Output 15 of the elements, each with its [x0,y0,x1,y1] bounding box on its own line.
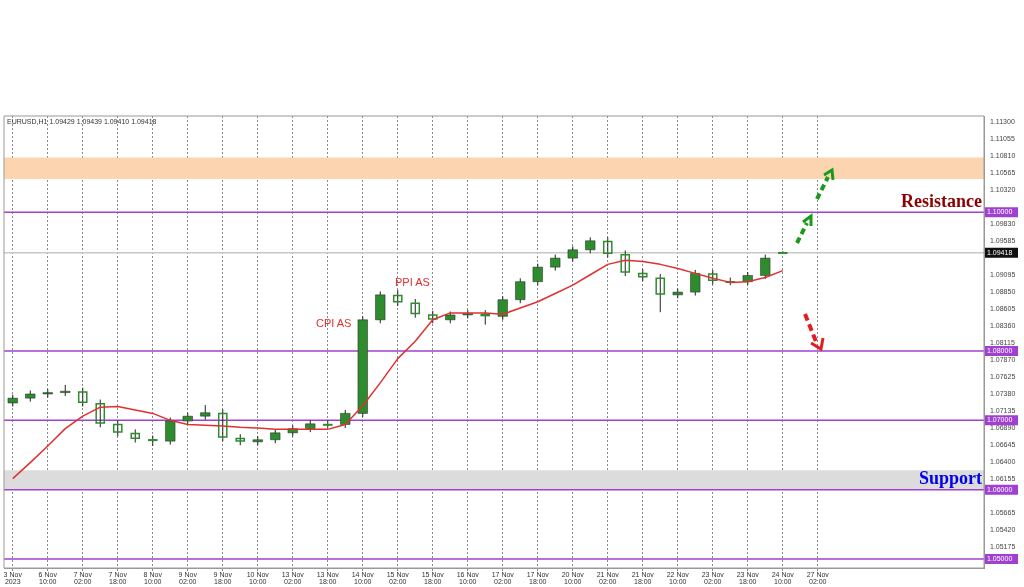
ref-line-label: Resistance [901,191,983,212]
candlestick [602,236,613,258]
candlestick [410,298,421,319]
candlestick [95,399,106,428]
candlestick [77,387,88,407]
candlestick [217,408,228,442]
annotation: PPI AS [395,276,430,288]
ref-line-label: Support [918,468,982,489]
candlestick [690,269,701,297]
candlestick [515,277,526,304]
candlestick [655,273,666,313]
candlestick [340,409,351,429]
candlestick [130,428,141,444]
annotation: CPI AS [316,317,352,329]
candlestick [620,249,631,277]
